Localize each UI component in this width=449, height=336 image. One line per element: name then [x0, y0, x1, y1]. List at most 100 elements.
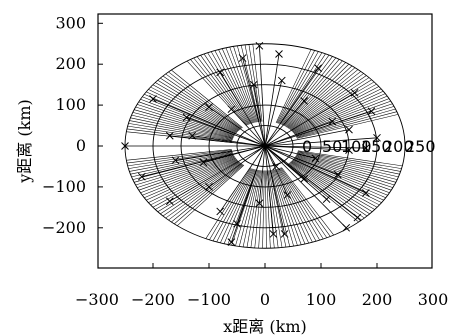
hatch-line-sector-0	[289, 77, 370, 130]
data-point-stroke	[328, 117, 337, 126]
ray-line	[264, 145, 316, 159]
data-point-stroke	[272, 162, 281, 171]
hatch-line-sector-4	[235, 169, 259, 247]
data-point-stroke	[361, 189, 370, 197]
hatch-line-sector-4	[279, 167, 328, 238]
hatch-line-sector-3	[171, 164, 243, 223]
ray-line	[264, 129, 350, 147]
hatch-line-sector-4	[266, 170, 271, 249]
x-tick-label: −300	[75, 290, 119, 309]
hatch-line-sector-3	[127, 150, 233, 167]
data-point-stroke	[333, 170, 342, 179]
data-point-stroke	[227, 105, 236, 114]
data-point-stroke	[345, 125, 353, 134]
data-point	[311, 154, 320, 163]
data-point-stroke	[373, 133, 381, 142]
ray-line	[259, 145, 266, 204]
hatch-line-sector-1	[229, 46, 257, 123]
hatch-line-sector-3	[130, 152, 233, 175]
data-point	[249, 80, 258, 89]
ray-line	[208, 145, 266, 188]
x-tick-label: 200	[362, 290, 393, 309]
hatch-line-sector-5	[288, 163, 365, 219]
data-point	[353, 213, 362, 222]
data-point-stroke	[255, 41, 264, 50]
ray-line	[264, 92, 355, 147]
ray-line	[264, 68, 319, 147]
hatch-line-sector-4	[220, 169, 255, 244]
data-point-stroke	[311, 154, 320, 163]
hatch-line-sector-0	[290, 79, 372, 131]
data-point-stroke	[165, 131, 174, 140]
hatch-line-sector-4	[205, 168, 252, 239]
hatch-line-sector-4	[246, 170, 261, 248]
hatch-line-sector-3	[126, 149, 232, 164]
ray-line	[141, 145, 266, 178]
hatch-line-sector-2	[152, 84, 239, 132]
data-point	[227, 238, 236, 246]
hatch-line-sector-2	[132, 112, 234, 139]
hatch-line-sector-0	[286, 67, 356, 128]
hatch-line-sector-0	[277, 51, 319, 124]
hatch-line-sector-4	[277, 168, 317, 242]
hatch-line-sector-0	[295, 106, 395, 137]
hatch-line-sector-5	[296, 153, 398, 180]
y-tick-label: −100	[42, 177, 86, 196]
hatch-line-sector-3	[168, 163, 242, 221]
ray-line	[264, 145, 366, 149]
hatch-line-sector-2	[126, 128, 232, 143]
hatch-line-sector-1	[203, 53, 251, 125]
ray-line	[264, 145, 338, 176]
ray-line	[169, 145, 266, 202]
hatch-line-sector-4	[267, 170, 279, 248]
hatch-line-sector-4	[262, 170, 265, 249]
hatch-line-sector-0	[289, 75, 367, 130]
data-point	[199, 158, 208, 167]
ray-line	[264, 145, 327, 200]
data-point	[280, 230, 289, 238]
ring-label: 50	[322, 137, 342, 156]
hatch-line-sector-4	[274, 169, 306, 245]
data-point	[275, 50, 283, 58]
data-point	[300, 97, 309, 105]
hatch-line-sector-3	[129, 151, 233, 172]
hatch-line-sector-1	[196, 56, 249, 125]
hatch-line-sector-3	[140, 156, 236, 193]
ray-line	[264, 145, 366, 194]
data-point	[238, 54, 247, 62]
data-point	[205, 103, 213, 111]
ray-line	[242, 57, 266, 147]
hatch-line-sector-5	[297, 150, 403, 167]
hatch-line-sector-3	[126, 149, 232, 161]
hatch-line-sector-5	[295, 155, 395, 186]
data-point	[314, 64, 323, 73]
hatch-line-sector-1	[225, 47, 256, 123]
hatch-line-sector-2	[134, 109, 234, 138]
hatch-line-sector-0	[276, 50, 315, 124]
hatch-line-sector-2	[146, 91, 237, 134]
hatch-line-sector-3	[142, 157, 236, 196]
data-point	[205, 183, 213, 191]
ray-line	[264, 145, 350, 151]
data-point	[322, 195, 331, 204]
ray-line	[264, 145, 285, 235]
hatch-line-sector-0	[288, 73, 364, 129]
data-point-stroke	[121, 142, 129, 150]
data-point	[328, 117, 337, 126]
plot-area	[121, 41, 406, 249]
ray-line	[208, 106, 266, 147]
hatch-line-sector-0	[281, 57, 337, 126]
hatch-line-sector-4	[231, 169, 258, 246]
data-point	[216, 68, 225, 77]
hatch-line-sector-1	[214, 50, 254, 124]
hatch-line-sector-5	[289, 162, 368, 217]
ray-line	[192, 135, 266, 147]
data-point	[165, 131, 174, 140]
data-point	[333, 170, 342, 179]
data-point-stroke	[199, 158, 208, 167]
data-point	[345, 146, 353, 154]
y-tick-label: −200	[42, 218, 86, 237]
data-point	[255, 199, 264, 208]
hatch-line-sector-0	[296, 111, 397, 139]
y-tick-label: 0	[76, 136, 86, 155]
